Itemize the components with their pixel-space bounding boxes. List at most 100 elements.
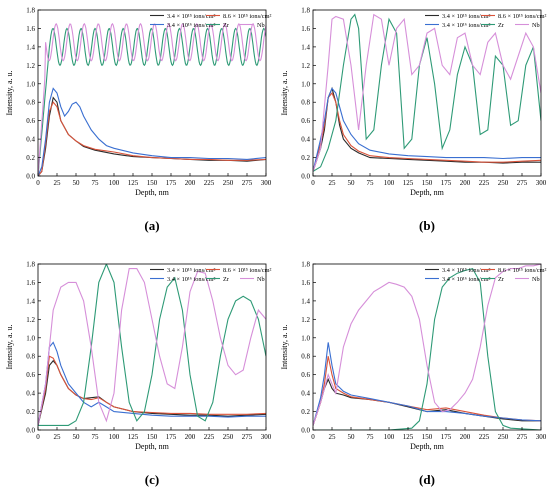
legend-label: 8.6 × 10¹⁵ ions/cm² [223, 13, 271, 20]
legend-label: 3.4 × 10¹⁶ ions/cm² [167, 276, 215, 283]
x-tick-label: 150 [422, 433, 433, 441]
plot-frame [312, 263, 542, 431]
x-tick-label: 250 [498, 433, 509, 441]
x-tick-label: 125 [128, 433, 139, 441]
x-axis-label: Depth, nm [410, 188, 445, 197]
series-line-dose1 [38, 359, 266, 426]
y-tick-label: 1.4 [301, 43, 310, 51]
legend-label: 3.4 × 10¹⁵ ions/cm² [167, 13, 215, 20]
x-tick-label: 175 [441, 179, 452, 187]
x-tick-label: 75 [92, 433, 100, 441]
x-tick-label: 25 [329, 179, 337, 187]
legend-label: Nb [257, 22, 265, 29]
y-tick-label: 1.2 [301, 62, 310, 70]
plot-frame [37, 263, 267, 431]
legend-label: Zr [498, 276, 505, 283]
legend-label: 3.4 × 10¹⁵ ions/cm² [167, 267, 215, 274]
x-tick-label: 300 [261, 179, 272, 187]
legend-label: Nb [257, 276, 265, 283]
y-tick-label: 1.2 [26, 62, 35, 70]
y-tick-label: 1.6 [301, 279, 310, 287]
y-tick-label: 1.8 [26, 7, 35, 15]
legend-label: 3.4 × 10¹⁶ ions/cm² [442, 22, 490, 29]
x-tick-label: 175 [166, 433, 177, 441]
series-line-dose3 [313, 87, 541, 172]
x-tick-label: 275 [517, 179, 528, 187]
x-tick-label: 200 [460, 433, 471, 441]
legend: 3.4 × 10¹⁵ ions/cm² 8.6 × 10¹⁵ ions/cm² 3.… [425, 13, 546, 29]
legend: 3.4 × 10¹⁵ ions/cm² 8.6 × 10¹⁵ ions/cm² 3.… [425, 267, 546, 283]
series-line-dose2 [38, 355, 266, 426]
x-tick-label: 300 [536, 433, 547, 441]
x-tick-label: 0 [311, 433, 315, 441]
y-tick-label: 1.6 [26, 25, 35, 33]
series-line-dose1 [38, 96, 266, 176]
x-tick-label: 175 [166, 179, 177, 187]
x-tick-label: 300 [536, 179, 547, 187]
legend-label: 3.4 × 10¹⁶ ions/cm² [442, 276, 490, 283]
y-tick-label: 0.8 [26, 353, 35, 361]
y-tick-label: 0.4 [301, 390, 310, 398]
plot-area [38, 264, 266, 426]
y-tick-label: 0.2 [301, 154, 310, 162]
plot-area [313, 13, 541, 172]
y-tick-label: 0.6 [301, 371, 310, 379]
series-line-Zr [38, 27, 266, 176]
legend: 3.4 × 10¹⁵ ions/cm² 8.6 × 10¹⁵ ions/cm² 3.… [150, 267, 271, 283]
legend-label: 8.6 × 10¹⁵ ions/cm² [223, 267, 271, 274]
legend-label: Zr [498, 22, 505, 29]
x-tick-label: 150 [147, 179, 158, 187]
y-tick-label: 0.4 [301, 136, 310, 144]
x-tick-label: 0 [311, 179, 315, 187]
x-tick-label: 75 [367, 179, 375, 187]
plot-area [38, 22, 266, 176]
legend-label: 8.6 × 10¹⁵ ions/cm² [498, 13, 546, 20]
legend-label: 8.6 × 10¹⁵ ions/cm² [498, 267, 546, 274]
x-axis-label: Depth, nm [135, 442, 170, 451]
series-line-dose3 [38, 87, 266, 176]
x-tick-label: 225 [479, 179, 490, 187]
y-tick-label: 1.0 [26, 334, 35, 342]
x-tick-label: 125 [128, 179, 139, 187]
y-tick-label: 0.2 [26, 154, 35, 162]
y-tick-label: 1.8 [26, 261, 35, 269]
x-tick-label: 0 [36, 179, 40, 187]
x-tick-label: 0 [36, 433, 40, 441]
y-tick-label: 0.8 [301, 99, 310, 107]
legend-label: 3.4 × 10¹⁵ ions/cm² [442, 267, 490, 274]
series-line-Nb [38, 268, 266, 426]
y-tick-label: 1.0 [301, 80, 310, 88]
y-tick-label: 0.0 [301, 427, 310, 435]
legend-label: Nb [532, 22, 540, 29]
series-line-Nb [313, 13, 541, 172]
y-tick-label: 1.2 [301, 316, 310, 324]
legend-label: Zr [223, 276, 230, 283]
y-tick-label: 0.2 [301, 408, 310, 416]
y-tick-label: 0.0 [26, 427, 35, 435]
x-tick-label: 175 [441, 433, 452, 441]
x-tick-label: 250 [223, 433, 234, 441]
y-tick-label: 1.0 [26, 80, 35, 88]
x-tick-label: 225 [204, 433, 215, 441]
y-axis-label: Intensity, a. u. [5, 70, 14, 115]
y-tick-label: 0.0 [26, 173, 35, 181]
y-tick-label: 1.8 [301, 7, 310, 15]
series-line-dose2 [313, 91, 541, 172]
x-tick-label: 150 [147, 433, 158, 441]
x-tick-label: 25 [329, 433, 337, 441]
y-tick-label: 1.2 [26, 316, 35, 324]
y-tick-label: 1.6 [26, 279, 35, 287]
panel-label: (c) [145, 472, 159, 487]
y-tick-label: 0.8 [301, 353, 310, 361]
series-line-Zr [313, 13, 541, 172]
x-tick-label: 150 [422, 179, 433, 187]
y-tick-label: 1.4 [26, 297, 35, 305]
panel-label: (b) [419, 218, 435, 233]
x-tick-label: 200 [185, 433, 196, 441]
panel-label: (d) [419, 472, 435, 487]
y-tick-label: 0.2 [26, 408, 35, 416]
x-axis-label: Depth, nm [135, 188, 170, 197]
x-tick-label: 225 [479, 433, 490, 441]
x-tick-label: 75 [367, 433, 375, 441]
x-tick-label: 125 [403, 179, 414, 187]
